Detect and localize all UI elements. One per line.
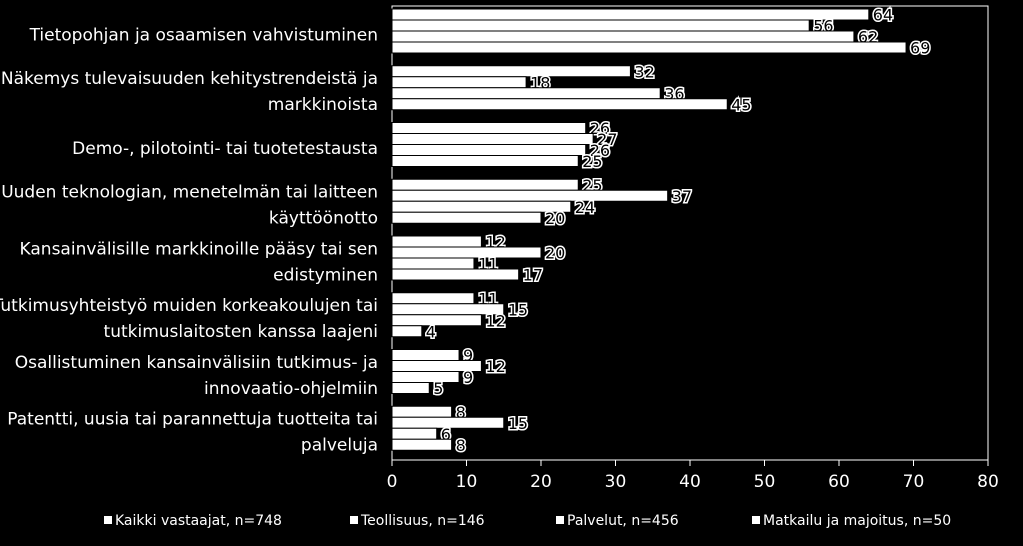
value-label-7-series-4: 5 bbox=[433, 379, 443, 398]
bar-5-series-1 bbox=[391, 235, 482, 248]
bar-3-series-3 bbox=[391, 144, 587, 156]
bar-4-series-2 bbox=[391, 189, 669, 202]
category-label-2: Näkemys tulevaisuuden kehitystrendeistä … bbox=[1, 69, 378, 115]
x-tick-label-80: 80 bbox=[977, 472, 999, 492]
value-label-5-series-4: 17 bbox=[523, 266, 543, 285]
value-label-2-series-4: 45 bbox=[731, 95, 751, 114]
bar-8-series-2 bbox=[391, 416, 505, 429]
value-label-6-series-3: 12 bbox=[485, 311, 505, 330]
bar-2-series-3 bbox=[391, 87, 661, 100]
category-labels-layer: Tietopohjan ja osaamisen vahvistuminen Nä… bbox=[0, 25, 378, 455]
legend-label-1: Kaikki vastaajat, n=748 bbox=[115, 513, 282, 529]
category-label-4: Uuden teknologian, menetelmän tai laitte… bbox=[1, 183, 378, 229]
bar-8-series-1 bbox=[391, 405, 453, 418]
bar-3-series-4 bbox=[391, 155, 579, 167]
bar-6-series-3 bbox=[391, 314, 482, 327]
x-tick-label-70: 70 bbox=[903, 472, 925, 492]
legend-swatch-3 bbox=[556, 516, 564, 524]
bar-7-series-3 bbox=[391, 371, 460, 383]
x-axis: 0 10 20 30 40 50 60 70 80 bbox=[387, 460, 999, 492]
bar-6-series-4 bbox=[391, 325, 423, 338]
category-label-8: Patentti, uusia tai parannettuja tuottei… bbox=[7, 410, 378, 456]
value-label-7-series-2: 12 bbox=[485, 357, 505, 376]
bar-5-series-2 bbox=[391, 246, 542, 259]
value-label-1-series-4: 69 bbox=[910, 39, 930, 58]
legend-label-4: Matkailu ja majoitus, n=50 bbox=[763, 513, 951, 529]
category-label-6: Tutkimusyhteistyö muiden korkeakoulujen … bbox=[0, 296, 378, 342]
x-tick-label-40: 40 bbox=[679, 472, 701, 492]
bar-2-series-4 bbox=[391, 98, 728, 111]
value-label-1-series-1: 64 bbox=[873, 6, 893, 25]
bar-2-series-1 bbox=[391, 65, 631, 78]
bar-7-series-4 bbox=[391, 382, 430, 394]
x-tick-label-30: 30 bbox=[605, 472, 627, 492]
bar-1-series-2 bbox=[391, 19, 810, 32]
value-label-4-series-3: 24 bbox=[575, 198, 595, 217]
value-label-8-series-4: 8 bbox=[456, 436, 466, 455]
value-label-3-series-2: 27 bbox=[597, 130, 617, 149]
legend-swatch-1 bbox=[104, 516, 112, 524]
legend: Kaikki vastaajat, n=748 Teollisuus, n=146… bbox=[104, 513, 951, 529]
x-tick-label-60: 60 bbox=[828, 472, 850, 492]
value-label-4-series-4: 20 bbox=[545, 209, 565, 228]
bar-1-series-3 bbox=[391, 30, 855, 43]
x-tick-label-10: 10 bbox=[456, 472, 478, 492]
value-label-3-series-3: 26 bbox=[590, 141, 610, 160]
bar-4-series-3 bbox=[391, 200, 572, 213]
value-label-4-series-2: 37 bbox=[672, 187, 692, 206]
x-tick-label-50: 50 bbox=[754, 472, 776, 492]
bar-7-series-1 bbox=[391, 349, 460, 361]
bar-3-series-1 bbox=[391, 122, 587, 134]
value-label-8-series-2: 15 bbox=[508, 414, 528, 433]
value-label-6-series-4: 4 bbox=[426, 322, 436, 341]
bar-4-series-4 bbox=[391, 211, 542, 224]
bars-layer: 6456626932183645262726252537242012201117… bbox=[391, 4, 932, 456]
category-label-5: Kansainvälisille markkinoille pääsy tai … bbox=[20, 239, 378, 285]
category-label-3: Demo-, pilotointi- tai tuotetestausta bbox=[72, 139, 378, 159]
bar-1-series-4 bbox=[391, 41, 907, 54]
bar-8-series-3 bbox=[391, 427, 438, 440]
bar-1-series-1 bbox=[391, 8, 870, 21]
legend-swatch-4 bbox=[752, 516, 760, 524]
value-label-5-series-2: 20 bbox=[545, 244, 565, 263]
value-label-7-series-3: 9 bbox=[463, 368, 473, 387]
x-tick-label-20: 20 bbox=[530, 472, 552, 492]
bar-5-series-3 bbox=[391, 257, 475, 270]
bar-4-series-1 bbox=[391, 178, 579, 191]
legend-label-3: Palvelut, n=456 bbox=[567, 513, 679, 529]
value-label-3-series-1: 26 bbox=[590, 119, 610, 138]
category-label-7: Osallistuminen kansainvälisiin tutkimus-… bbox=[15, 353, 378, 399]
category-label-1: Tietopohjan ja osaamisen vahvistuminen bbox=[29, 25, 378, 45]
legend-swatch-2 bbox=[350, 516, 358, 524]
x-tick-label-0: 0 bbox=[387, 472, 398, 492]
bar-3-series-2 bbox=[391, 133, 594, 145]
bar-5-series-4 bbox=[391, 268, 520, 281]
bar-6-series-1 bbox=[391, 292, 475, 305]
value-label-2-series-1: 32 bbox=[634, 62, 654, 81]
bar-2-series-2 bbox=[391, 76, 527, 89]
legend-label-2: Teollisuus, n=146 bbox=[360, 513, 485, 529]
value-label-6-series-2: 15 bbox=[508, 300, 528, 319]
bar-8-series-4 bbox=[391, 438, 453, 451]
value-label-3-series-4: 25 bbox=[582, 152, 602, 171]
